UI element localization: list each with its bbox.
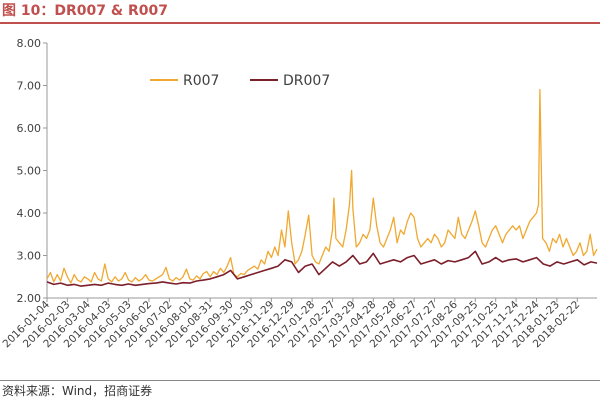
legend-label-dr007: DR007 <box>283 73 330 89</box>
source-divider <box>0 380 600 381</box>
y-tick-label: 4.00 <box>17 207 42 220</box>
chart-legend: R007 DR007 <box>150 73 330 89</box>
series-line-r007 <box>46 89 598 284</box>
y-tick-label: 3.00 <box>17 250 42 263</box>
source-note: 资料来源：Wind，招商证券 <box>2 384 153 398</box>
chart-series <box>46 89 598 287</box>
y-tick-label: 2.00 <box>17 292 42 305</box>
y-tick-label: 7.00 <box>17 80 42 93</box>
y-tick-label: 6.00 <box>17 122 42 135</box>
chart-axes: 2.003.004.005.006.007.008.002016-01-0420… <box>0 37 597 350</box>
title-underline <box>0 22 600 24</box>
y-tick-label: 8.00 <box>17 37 42 50</box>
series-line-dr007 <box>46 250 598 287</box>
figure-title: 图 10：DR007 & R007 <box>2 3 168 19</box>
y-tick-label: 5.00 <box>17 165 42 178</box>
line-chart: 2.003.004.005.006.007.008.002016-01-0420… <box>0 37 598 350</box>
legend-label-r007: R007 <box>183 73 219 89</box>
